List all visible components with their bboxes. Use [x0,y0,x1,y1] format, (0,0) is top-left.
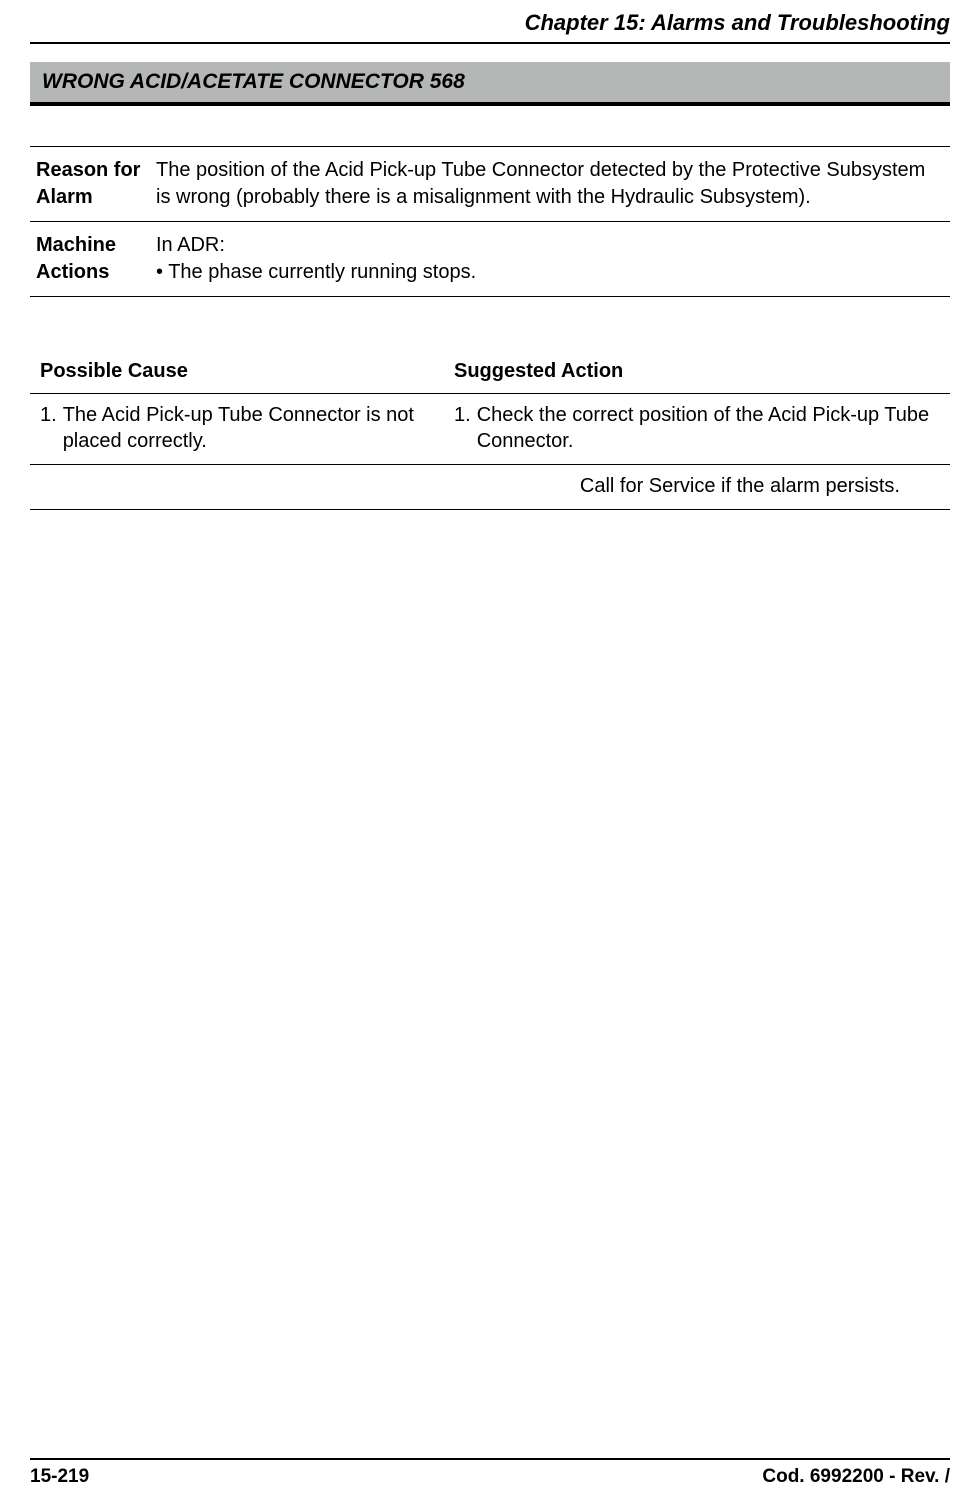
info-row-reason: Reason for Alarm The position of the Aci… [30,147,950,222]
footer-divider [30,1458,950,1460]
page-footer: 15-219 Cod. 6992200 - Rev. / [0,1458,980,1488]
cause-action-header-row: Possible Cause Suggested Action [30,352,950,394]
alarm-title-bar: WRONG ACID/ACETATE CONNECTOR 568 [30,62,950,106]
cause-header: Possible Cause [30,352,444,394]
document-code: Cod. 6992200 - Rev. / [762,1466,950,1488]
info-value-reason: The position of the Acid Pick-up Tube Co… [150,147,950,222]
page-container: Chapter 15: Alarms and Troubleshooting W… [0,0,980,1504]
info-label-actions: Machine Actions [30,222,150,297]
cause-action-row: 1. The Acid Pick-up Tube Connector is no… [30,394,950,465]
action-header: Suggested Action [444,352,950,394]
action-number: 1. [454,402,477,454]
chapter-title: Chapter 15: Alarms and Troubleshooting [30,0,950,42]
service-note-row: Call for Service if the alarm persists. [30,465,950,510]
action-text: Check the correct position of the Acid P… [477,402,944,454]
info-value-actions: In ADR: • The phase currently running st… [150,222,950,297]
action-cell: 1. Check the correct position of the Aci… [444,394,950,465]
cause-number: 1. [40,402,63,454]
page-number: 15-219 [30,1466,89,1488]
alarm-info-table: Reason for Alarm The position of the Aci… [30,146,950,297]
info-row-actions: Machine Actions In ADR: • The phase curr… [30,222,950,297]
cause-cell: 1. The Acid Pick-up Tube Connector is no… [30,394,444,465]
service-note: Call for Service if the alarm persists. [30,465,950,510]
cause-text: The Acid Pick-up Tube Connector is not p… [63,402,438,454]
info-label-reason: Reason for Alarm [30,147,150,222]
top-divider [30,42,950,44]
cause-action-table: Possible Cause Suggested Action 1. The A… [30,352,950,510]
